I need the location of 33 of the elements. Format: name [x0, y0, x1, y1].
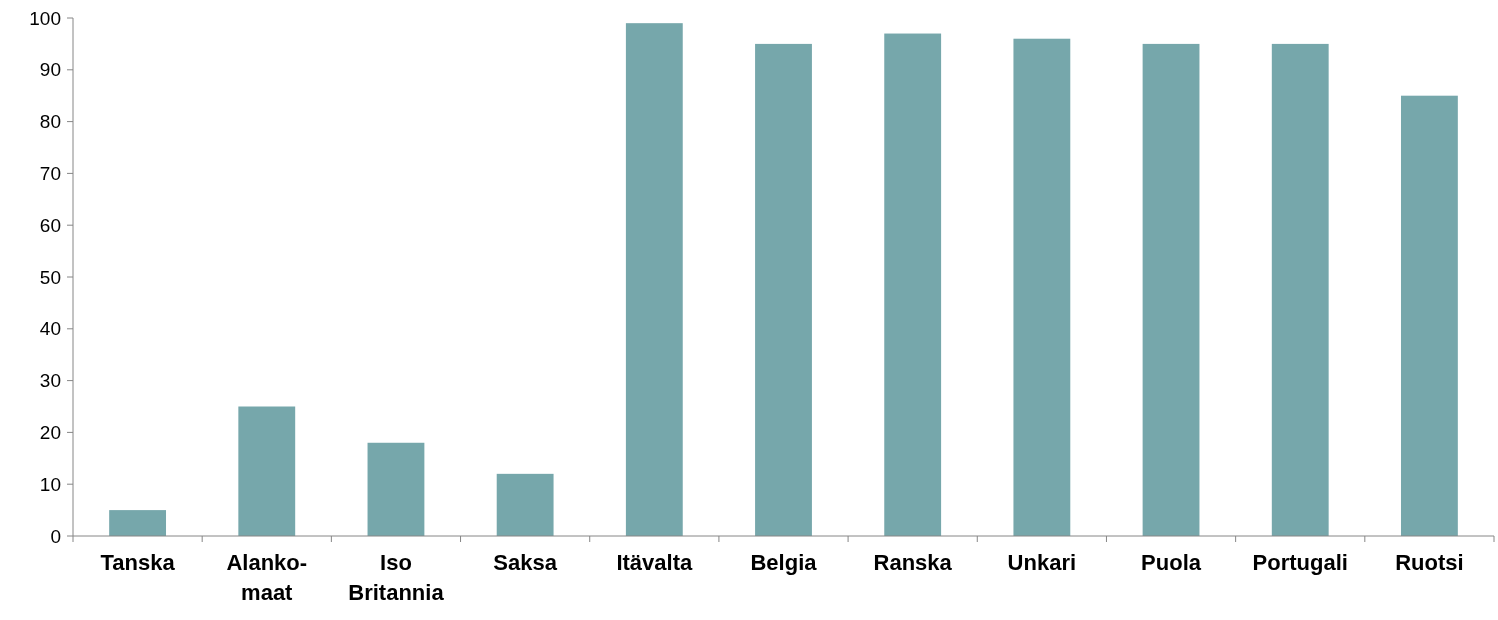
x-tick-label: Alanko-maat [226, 550, 308, 605]
x-tick-label: Ruotsi [1395, 550, 1464, 575]
x-tick-label: Ranska [873, 550, 953, 575]
y-tick-label: 30 [39, 370, 61, 392]
y-tick-label: 90 [39, 59, 61, 81]
bar [1142, 43, 1200, 536]
x-tick-label: Belgia [750, 550, 818, 575]
bar [1400, 95, 1458, 536]
y-tick-label: 0 [50, 525, 61, 547]
bar [496, 473, 554, 536]
x-tick-label: Iso Britannia [348, 550, 445, 605]
y-tick-label: 60 [39, 214, 61, 236]
bar [1271, 43, 1329, 536]
y-tick-label: 10 [39, 473, 61, 495]
bar [625, 23, 683, 536]
bar [109, 510, 167, 536]
x-tick-label: Itävalta [616, 550, 693, 575]
x-tick-label: Puola [1141, 550, 1202, 575]
y-tick-label: 40 [39, 318, 61, 340]
bar [238, 406, 296, 536]
y-tick-label: 70 [39, 163, 61, 185]
x-tick-label: Portugali [1252, 550, 1348, 575]
bar [1013, 38, 1071, 536]
x-tick-label: Unkari [1007, 550, 1077, 575]
y-tick-label: 100 [29, 7, 61, 29]
y-tick-label: 20 [39, 422, 61, 444]
bar [884, 33, 942, 536]
y-tick-label: 50 [39, 266, 61, 288]
x-tick-label: Saksa [493, 550, 558, 575]
bar [755, 43, 812, 536]
y-tick-label: 80 [39, 111, 61, 133]
bar [367, 442, 425, 536]
x-tick-label: Tanska [100, 550, 176, 575]
